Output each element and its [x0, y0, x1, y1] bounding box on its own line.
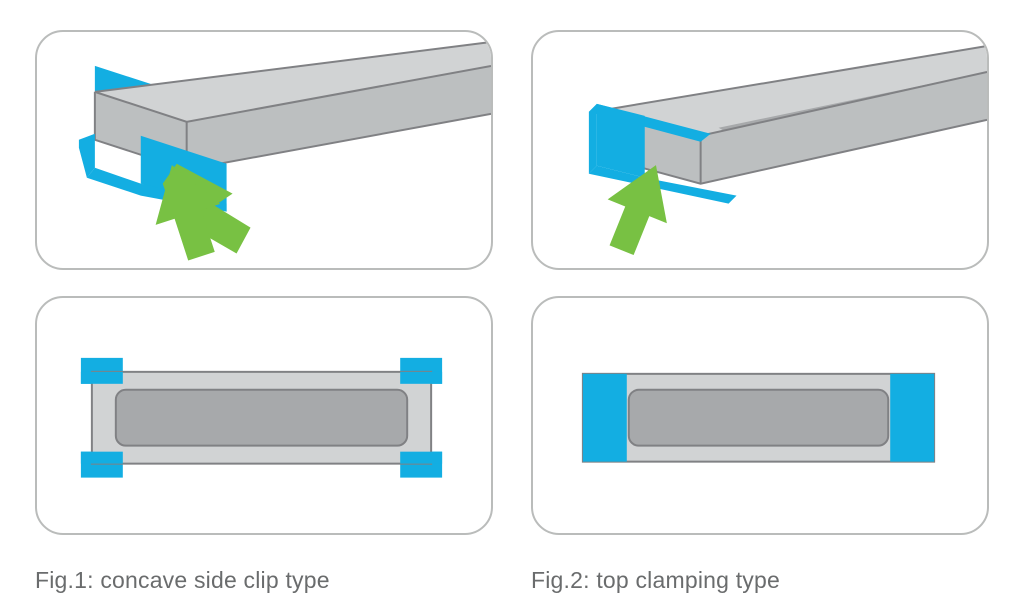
clip-tab-overlap — [81, 371, 123, 383]
clip-tab-overlap — [81, 451, 123, 463]
endcap — [890, 373, 934, 461]
fig1-top-svg — [37, 298, 491, 534]
strip-recess — [629, 389, 888, 445]
fig2-iso-svg — [533, 32, 987, 268]
panel-fig2-top — [531, 296, 989, 536]
fig2-top-svg — [533, 298, 987, 534]
clip-tab-overlap — [400, 451, 442, 463]
caption-fig1: Fig.1: concave side clip type — [35, 561, 493, 594]
panel-fig1-top — [35, 296, 493, 536]
caption-fig2: Fig.2: top clamping type — [531, 561, 989, 594]
clip-tab-overlap — [400, 371, 442, 383]
panel-fig2-iso — [531, 30, 989, 270]
fig1-iso-svg — [37, 32, 491, 268]
endcap — [583, 373, 627, 461]
strip-recess — [116, 389, 407, 445]
panel-fig1-iso — [35, 30, 493, 270]
